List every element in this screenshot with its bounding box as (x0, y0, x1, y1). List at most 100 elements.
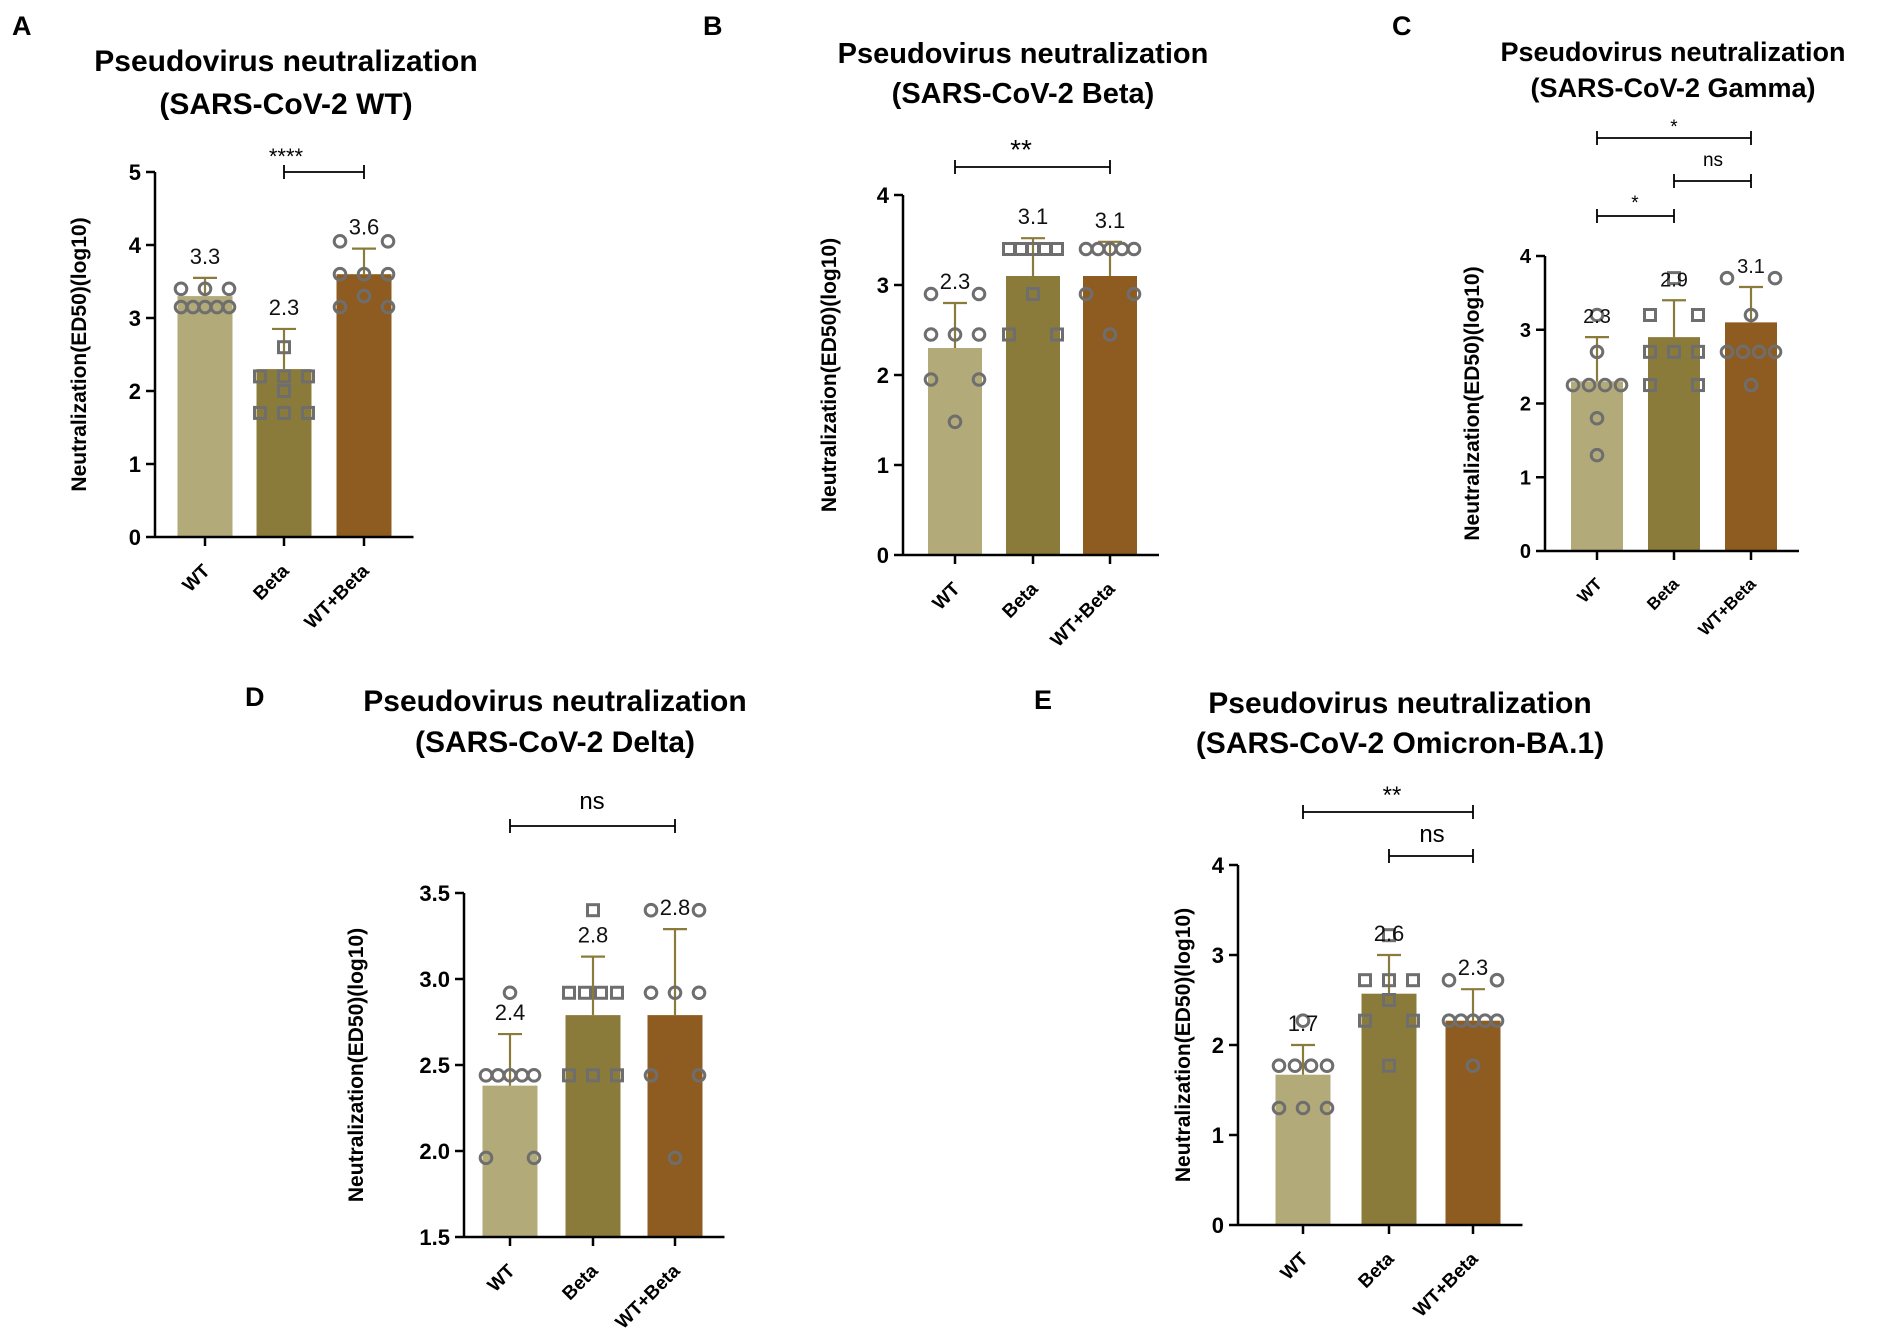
data-point-circle (221, 281, 237, 297)
data-point-circle (332, 266, 348, 282)
significance-label: ns (579, 788, 604, 815)
data-point-circle (1489, 1013, 1505, 1029)
bar-wt (177, 296, 233, 537)
x-tick-label: WT+Beta (1695, 574, 1761, 640)
data-point-circle (332, 299, 348, 315)
data-point-circle (1719, 270, 1735, 286)
data-point-square (610, 985, 624, 1000)
data-point-circle (356, 266, 372, 282)
value-label: 3.6 (349, 215, 380, 240)
x-tick-label: WT+Beta (1047, 578, 1120, 651)
value-label: 2.3 (1583, 306, 1611, 328)
data-point-square (1358, 973, 1372, 988)
data-point-square (1358, 1013, 1372, 1028)
data-point-square (562, 985, 576, 1000)
bar-beta (1361, 993, 1417, 1225)
y-tick-label: 1.5 (419, 1225, 450, 1250)
bar-wt (1275, 1074, 1331, 1225)
chart-title-line-1: Pseudovirus neutralization (838, 38, 1209, 70)
data-point-square (1382, 993, 1396, 1007)
data-point-square (1691, 308, 1705, 322)
data-point-circle (380, 299, 396, 315)
data-point-circle (1295, 1013, 1311, 1029)
significance-label: **** (269, 144, 304, 169)
value-label: 1.7 (1288, 1011, 1319, 1036)
data-point-square (1406, 1013, 1420, 1028)
value-label: 2.3 (1458, 955, 1489, 980)
y-tick-label: 1 (1520, 467, 1531, 489)
y-tick-label: 0 (129, 525, 141, 550)
bar-beta (1648, 337, 1700, 551)
value-label: 2.3 (940, 269, 971, 294)
data-point-circle (1271, 1058, 1287, 1073)
data-point-square (1406, 973, 1420, 988)
data-point-circle (502, 985, 518, 1001)
value-label: 3.3 (190, 244, 221, 269)
data-point-square (578, 985, 592, 1000)
chart-title-line-2: (SARS-CoV-2 Beta) (892, 78, 1155, 110)
data-point-square (1050, 242, 1064, 256)
data-point-circle (1743, 377, 1759, 393)
data-point-circle (971, 286, 987, 302)
data-point-circle (1589, 447, 1605, 463)
y-tick-label: 0 (1520, 541, 1531, 563)
data-point-circle (691, 1068, 707, 1083)
data-point-circle (197, 281, 213, 297)
panel-c: C Pseudovirus neutralization (SARS-CoV-2 G… (1392, 11, 1846, 640)
data-point-circle (478, 1068, 494, 1083)
data-point-square (277, 340, 291, 355)
x-tick-label: WT (484, 1260, 520, 1296)
x-tick-label: WT+Beta (1410, 1248, 1483, 1321)
data-point-circle (1090, 241, 1106, 257)
data-point-square (594, 985, 608, 1000)
chart-title-line-1: Pseudovirus neutralization (1208, 687, 1591, 720)
data-point-circle (691, 902, 707, 918)
x-tick-label: Beta (559, 1260, 603, 1304)
chart-title-line-2: (SARS-CoV-2 Gamma) (1530, 73, 1815, 103)
data-point-circle (947, 327, 963, 342)
data-point-circle (971, 327, 987, 342)
y-tick-label: 4 (129, 233, 142, 258)
data-point-square (1643, 378, 1657, 393)
significance-label: ** (1010, 134, 1032, 165)
y-axis-label: Neutralization(ED50)(log10) (1461, 266, 1484, 540)
data-point-circle (1295, 1100, 1311, 1116)
data-point-square (1382, 1058, 1396, 1073)
data-point-circle (1597, 377, 1613, 393)
data-point-circle (1078, 241, 1094, 257)
data-point-square (253, 405, 267, 420)
value-label: 2.6 (1374, 921, 1405, 946)
data-point-square (586, 903, 600, 918)
x-tick-label: Beta (999, 578, 1043, 622)
data-point-circle (1581, 377, 1597, 393)
y-tick-label: 1 (877, 453, 889, 478)
x-tick-label: WT (179, 560, 215, 596)
panel-e: E Pseudovirus neutralization (SARS-CoV-2 O… (1034, 685, 1604, 1321)
y-tick-label: 3.5 (419, 881, 450, 906)
data-point-circle (478, 1150, 494, 1166)
panel-a: A Pseudovirus neutralization (SARS-CoV-2 W… (12, 11, 478, 633)
panel-label: E (1034, 685, 1052, 715)
data-point-circle (1489, 972, 1505, 988)
y-tick-label: 3.0 (419, 967, 450, 992)
data-point-square (1038, 242, 1052, 256)
chart-title-line-2: (SARS-CoV-2 Omicron-BA.1) (1196, 727, 1604, 760)
significance-label: ** (1383, 782, 1402, 809)
data-point-circle (490, 1068, 506, 1083)
chart-title-line-2: (SARS-CoV-2 WT) (159, 88, 412, 121)
data-point-square (586, 1068, 600, 1083)
value-label: 2.8 (660, 895, 691, 920)
data-point-square (301, 369, 315, 384)
data-point-circle (1078, 286, 1094, 302)
data-point-circle (667, 1150, 683, 1166)
data-point-circle (643, 902, 659, 918)
data-point-square (277, 405, 291, 420)
data-point-circle (1767, 270, 1783, 286)
data-point-circle (1589, 410, 1605, 426)
data-point-square (1691, 344, 1705, 359)
x-tick-label: WT+Beta (612, 1260, 685, 1333)
data-point-circle (667, 985, 683, 1001)
y-axis-label: Neutralization(ED50)(log10) (818, 238, 841, 512)
data-point-circle (1751, 344, 1767, 360)
